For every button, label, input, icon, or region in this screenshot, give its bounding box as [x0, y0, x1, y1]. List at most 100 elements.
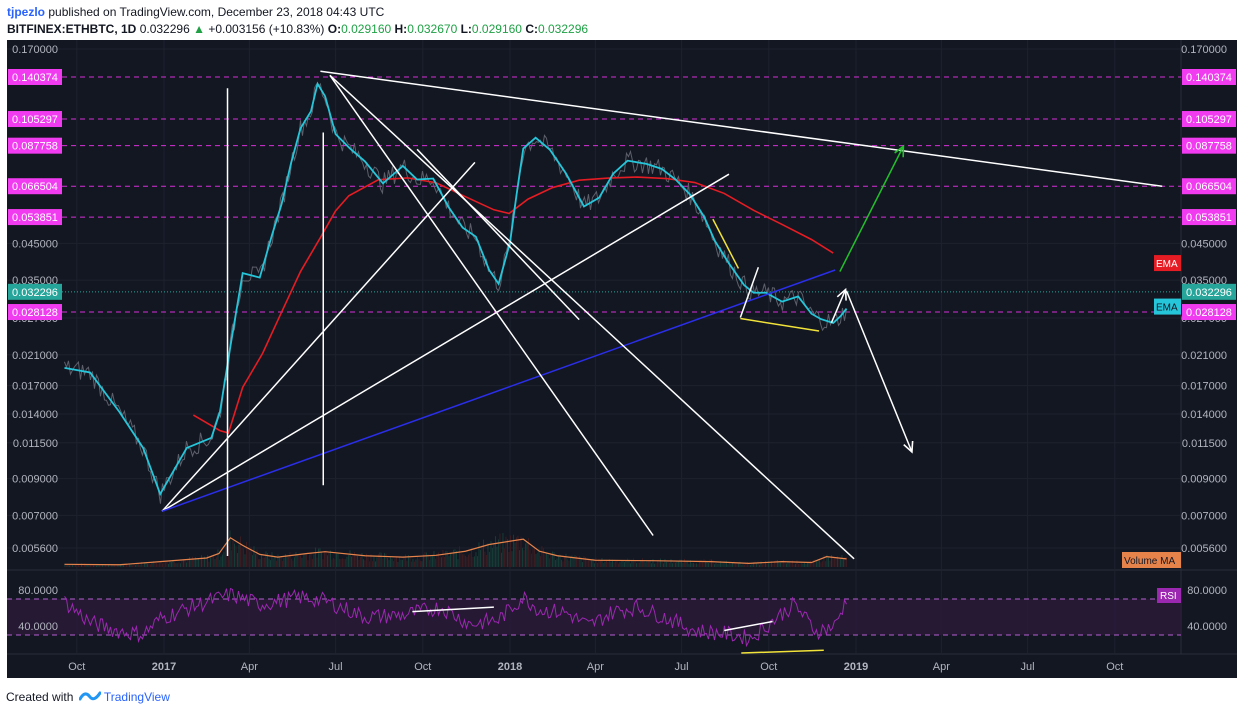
chart-area[interactable]: Oct 2017 Apr Jul Oct 2018 Apr Jul Oct 2019 Apr Jul O… [7, 40, 1237, 678]
volume-bar [484, 551, 486, 567]
volume-bar [553, 552, 555, 567]
volume-bar [524, 543, 526, 567]
trendline [740, 317, 820, 332]
volume-bar [68, 565, 70, 567]
volume-bar [206, 555, 208, 567]
volume-bar [556, 558, 558, 567]
level-label-right: 0.066504 [1186, 181, 1232, 193]
volume-bar [326, 555, 328, 567]
volume-bar [773, 560, 775, 567]
volume-bar [550, 554, 552, 567]
volume-bar [755, 563, 757, 567]
volume-bar [718, 563, 720, 567]
volume-bar [616, 560, 618, 567]
volume-bar [299, 555, 301, 567]
volume-bar [251, 555, 253, 567]
volume-bar [347, 555, 349, 567]
volume-bar [731, 562, 733, 567]
level-label-bg-right [1182, 111, 1236, 128]
volume-bar [772, 563, 774, 567]
volume-bar [710, 559, 712, 567]
volume-bar [733, 561, 735, 567]
x-tick-label: 2019 [844, 661, 868, 673]
legend-rsi: RSI [1160, 591, 1177, 602]
volume-bar [743, 564, 745, 567]
volume-bar [170, 561, 172, 567]
volume-bar [572, 556, 574, 567]
volume-bar [602, 563, 604, 567]
volume-bar [649, 560, 651, 567]
volume-bar [428, 560, 430, 567]
trendline [739, 267, 760, 318]
volume-bar [205, 558, 207, 567]
author-link[interactable]: tjpezlo [7, 5, 45, 19]
volume-bar [283, 558, 285, 567]
volume-bar [826, 554, 828, 567]
volume-bar [197, 558, 199, 567]
arrow-line [839, 145, 905, 272]
volume-bar [221, 554, 223, 567]
volume-bar [704, 560, 706, 567]
volume-bar [758, 564, 760, 567]
volume-bar [478, 542, 480, 567]
volume-bar [581, 562, 583, 567]
volume-bar [355, 554, 357, 567]
legend-volume-ma: Volume MA [1124, 556, 1175, 567]
volume-bar [313, 554, 315, 567]
volume-bar [359, 556, 361, 567]
volume-bar [611, 559, 613, 567]
volume-bar [667, 561, 669, 567]
volume-bar [656, 560, 658, 567]
volume-bar [674, 562, 676, 567]
volume-bar [604, 561, 606, 567]
volume-bar [80, 563, 82, 567]
volume-bar [562, 561, 564, 567]
volume-bar [86, 564, 88, 567]
level-label-bg-left [8, 68, 62, 85]
volume-bar [512, 534, 514, 567]
level-label-bg-right [1182, 209, 1236, 226]
open-value: 0.029160 [341, 22, 392, 36]
volume-bar [344, 559, 346, 567]
volume-bar [433, 551, 435, 567]
level-label-bg-left [8, 209, 62, 226]
volume-bar [628, 559, 630, 567]
volume-bar [812, 559, 814, 567]
volume-bar [751, 564, 753, 567]
volume-bar [605, 560, 607, 567]
volume-bar [203, 556, 205, 567]
volume-bar [803, 562, 805, 567]
volume-bar [610, 562, 612, 567]
volume-bar [469, 553, 471, 567]
volume-bar [212, 554, 214, 567]
volume-bar [260, 554, 262, 567]
y-tick-label-right: 0.009000 [1181, 474, 1227, 486]
volume-bar [548, 558, 550, 567]
volume-bar [184, 559, 186, 567]
volume-bar [121, 563, 123, 567]
volume-bar [697, 564, 699, 567]
volume-bar [601, 557, 603, 567]
volume-bar [454, 549, 456, 567]
volume-bar [161, 563, 163, 567]
rsi-trendline [412, 606, 494, 613]
chart-canvas[interactable]: Oct 2017 Apr Jul Oct 2018 Apr Jul Oct 2019 Apr Jul O… [7, 40, 1237, 678]
volume-bar [215, 557, 217, 567]
volume-bar [563, 556, 565, 567]
y-tick-label-left: 0.045000 [12, 238, 58, 250]
volume-bar [569, 556, 571, 567]
legend-ema-fast: EMA [1156, 303, 1178, 314]
volume-bar [830, 555, 832, 567]
volume-bar [770, 561, 772, 567]
volume-bar [578, 556, 580, 567]
volume-bar [83, 563, 85, 567]
tradingview-link[interactable]: TradingView [103, 690, 170, 704]
level-label-bg-right [1182, 68, 1236, 85]
volume-bar [350, 556, 352, 567]
volume-bar [593, 563, 595, 567]
volume-bar [139, 564, 141, 567]
volume-bar [188, 556, 190, 567]
volume-bar [505, 536, 507, 567]
volume-bar [583, 556, 585, 567]
volume-bar [836, 556, 838, 567]
